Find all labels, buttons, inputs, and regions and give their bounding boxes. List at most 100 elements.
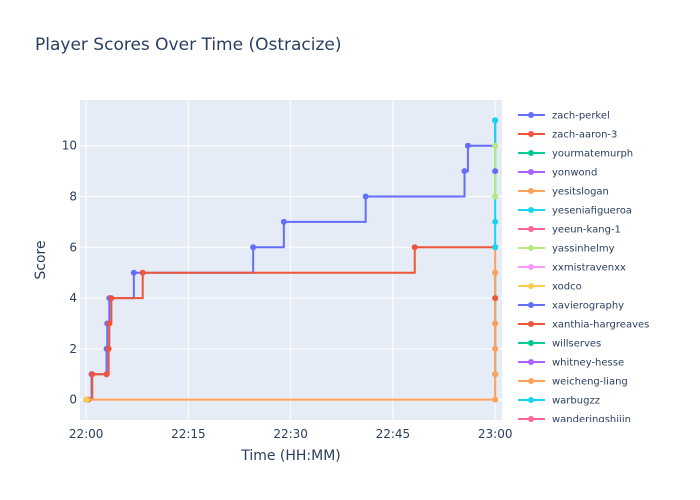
data-point[interactable] bbox=[250, 244, 257, 251]
legend-marker bbox=[528, 207, 534, 213]
legend-item[interactable]: yeeun-kang-1 bbox=[518, 225, 621, 236]
legend-label: yonwond bbox=[552, 168, 597, 179]
legend-marker bbox=[528, 169, 534, 175]
data-point[interactable] bbox=[362, 193, 369, 200]
legend-item[interactable]: warbugzz bbox=[518, 396, 600, 407]
legend-marker bbox=[528, 397, 534, 403]
legend-item[interactable]: wanderingshijin bbox=[518, 415, 631, 426]
x-tick-label: 22:45 bbox=[376, 427, 411, 441]
legend-label: zach-aaron-3 bbox=[552, 130, 617, 141]
legend-marker bbox=[528, 112, 534, 118]
legend-label: yeseniafigueroa bbox=[552, 206, 632, 217]
data-point[interactable] bbox=[492, 193, 499, 200]
data-point[interactable] bbox=[492, 269, 499, 276]
legend-label: weicheng-liang bbox=[552, 377, 628, 388]
data-point[interactable] bbox=[105, 345, 112, 352]
data-point[interactable] bbox=[492, 396, 499, 403]
data-point[interactable] bbox=[492, 345, 499, 352]
series-layer bbox=[83, 117, 499, 403]
data-point[interactable] bbox=[103, 371, 110, 378]
legend[interactable]: zach-perkel zach-aaron-3 yourmatemurph yonw… bbox=[518, 111, 649, 426]
chart-title: Player Scores Over Time (Ostracize) bbox=[35, 35, 342, 55]
legend-label: xanthia-hargreaves bbox=[552, 320, 649, 331]
y-tick-label: 6 bbox=[69, 240, 77, 254]
data-point[interactable] bbox=[89, 371, 96, 378]
series-weicheng-liang bbox=[492, 320, 499, 352]
x-tick-label: 22:30 bbox=[273, 427, 308, 441]
data-point[interactable] bbox=[492, 295, 499, 302]
legend-item[interactable]: whitney-hesse bbox=[518, 358, 624, 369]
x-tick-label: 22:00 bbox=[69, 427, 104, 441]
data-point[interactable] bbox=[280, 218, 287, 225]
data-point[interactable] bbox=[83, 396, 90, 403]
data-point[interactable] bbox=[492, 168, 499, 175]
legend-marker bbox=[528, 188, 534, 194]
y-tick-label: 10 bbox=[62, 139, 77, 153]
legend-item[interactable]: xavierography bbox=[518, 301, 624, 312]
data-point[interactable] bbox=[139, 269, 146, 276]
x-axis-ticks: 22:00 22:15 22:30 22:45 23:00 bbox=[69, 427, 513, 441]
legend-item[interactable]: xanthia-hargreaves bbox=[518, 320, 649, 331]
legend-item[interactable]: xxmistravenxx bbox=[518, 263, 626, 274]
y-axis-title: Score bbox=[33, 240, 49, 279]
data-point[interactable] bbox=[492, 218, 499, 225]
legend-label: yassinhelmy bbox=[552, 244, 615, 255]
y-tick-label: 8 bbox=[69, 190, 77, 204]
legend-label: xavierography bbox=[552, 301, 624, 312]
legend-marker bbox=[528, 264, 534, 270]
x-tick-label: 22:15 bbox=[171, 427, 206, 441]
legend-marker bbox=[528, 416, 534, 422]
data-point[interactable] bbox=[492, 320, 499, 327]
x-axis-title: Time (HH:MM) bbox=[240, 448, 341, 464]
x-tick-label: 23:00 bbox=[478, 427, 513, 441]
data-point[interactable] bbox=[130, 269, 137, 276]
y-axis-ticks: 0 2 4 6 8 10 bbox=[62, 139, 77, 407]
data-point[interactable] bbox=[464, 142, 471, 149]
y-tick-label: 4 bbox=[69, 291, 77, 305]
legend-label: yeeun-kang-1 bbox=[552, 225, 621, 236]
legend-item[interactable]: yonwond bbox=[518, 168, 597, 179]
series-xanthia-hargreaves bbox=[492, 295, 499, 302]
series-xavierography bbox=[492, 168, 499, 175]
data-point[interactable] bbox=[492, 244, 499, 251]
legend-marker bbox=[528, 150, 534, 156]
data-point[interactable] bbox=[492, 142, 499, 149]
data-point[interactable] bbox=[108, 295, 115, 302]
series-xodco bbox=[83, 396, 90, 403]
legend-marker bbox=[528, 131, 534, 137]
data-point[interactable] bbox=[492, 371, 499, 378]
legend-marker bbox=[528, 378, 534, 384]
legend-marker bbox=[528, 359, 534, 365]
legend-label: xxmistravenxx bbox=[552, 263, 626, 274]
legend-marker bbox=[528, 302, 534, 308]
legend-item[interactable]: zach-aaron-3 bbox=[518, 130, 617, 141]
data-point[interactable] bbox=[461, 168, 468, 175]
legend-label: xodco bbox=[552, 282, 582, 293]
data-point[interactable] bbox=[106, 320, 113, 327]
legend-label: wanderingshijin bbox=[552, 415, 631, 426]
legend-marker bbox=[528, 283, 534, 289]
legend-label: whitney-hesse bbox=[552, 358, 624, 369]
legend-label: zach-perkel bbox=[552, 111, 610, 122]
legend-item[interactable]: yassinhelmy bbox=[518, 244, 615, 255]
legend-label: warbugzz bbox=[552, 396, 600, 407]
legend-item[interactable]: yesitslogan bbox=[518, 187, 609, 198]
legend-marker bbox=[528, 245, 534, 251]
legend-marker bbox=[528, 226, 534, 232]
y-tick-label: 2 bbox=[69, 342, 77, 356]
legend-label: yourmatemurph bbox=[552, 149, 633, 160]
legend-label: yesitslogan bbox=[552, 187, 609, 198]
legend-item[interactable]: zach-perkel bbox=[518, 111, 610, 122]
legend-label: willserves bbox=[552, 339, 601, 350]
legend-marker bbox=[528, 340, 534, 346]
data-point[interactable] bbox=[492, 117, 499, 124]
legend-item[interactable]: yeseniafigueroa bbox=[518, 206, 632, 217]
y-tick-label: 0 bbox=[69, 393, 77, 407]
legend-item[interactable]: willserves bbox=[518, 339, 601, 350]
data-point[interactable] bbox=[411, 244, 418, 251]
legend-item[interactable]: weicheng-liang bbox=[518, 377, 628, 388]
legend-item[interactable]: xodco bbox=[518, 282, 582, 293]
legend-marker bbox=[528, 321, 534, 327]
legend-item[interactable]: yourmatemurph bbox=[518, 149, 633, 160]
